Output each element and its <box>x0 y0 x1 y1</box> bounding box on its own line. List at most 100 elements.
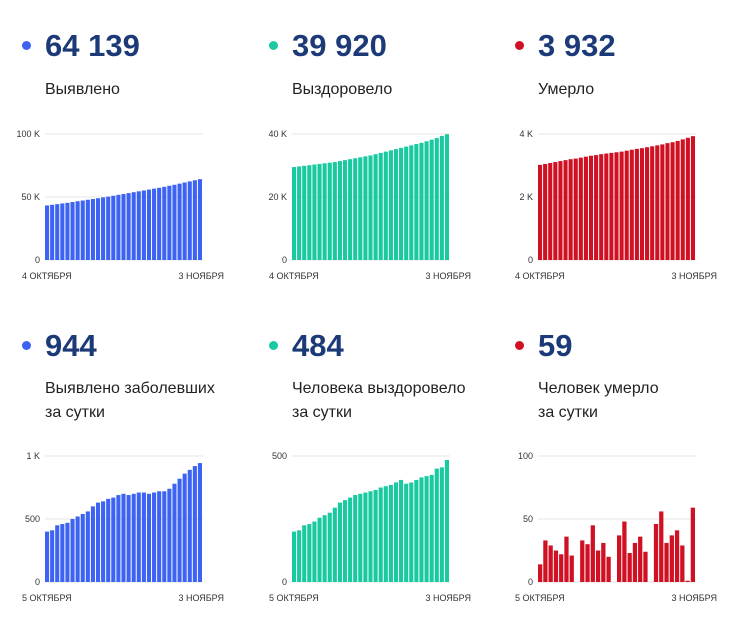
bar <box>177 183 182 260</box>
bar <box>55 204 60 260</box>
daily-value: 944 <box>45 328 97 363</box>
bar <box>358 493 363 582</box>
bar <box>85 511 90 582</box>
bullet-icon <box>22 341 31 350</box>
bar <box>95 502 101 582</box>
bar <box>141 190 146 260</box>
bar <box>182 473 187 582</box>
bar <box>136 191 141 260</box>
bar <box>563 160 568 260</box>
y-tick-label: 20 K <box>268 192 287 202</box>
bar <box>192 180 197 260</box>
bar <box>342 500 348 582</box>
bar <box>75 201 80 260</box>
bar <box>424 476 429 582</box>
y-tick-label: 100 K <box>16 129 40 139</box>
chart-recovered: 0 20 K 40 K 4 ОКТЯБРЯ 3 НОЯБРЯ <box>268 129 471 281</box>
bar <box>664 542 669 582</box>
x-start-label: 4 ОКТЯБРЯ <box>269 271 319 281</box>
x-start-label: 5 ОКТЯБРЯ <box>22 593 72 603</box>
bar <box>146 189 152 260</box>
label-line: Выявлено заболевших <box>45 380 215 397</box>
y-tick-label: 40 K <box>268 129 287 139</box>
bar <box>393 482 399 582</box>
bar <box>182 182 187 260</box>
bar <box>383 151 388 260</box>
bar <box>553 550 559 582</box>
bar <box>614 152 619 260</box>
bar <box>95 198 101 260</box>
bar <box>152 188 157 260</box>
x-end-label: 3 НОЯБРЯ <box>178 271 224 281</box>
bar <box>152 492 157 582</box>
bar <box>75 516 80 582</box>
bar <box>590 525 595 582</box>
bar <box>111 195 116 260</box>
bar <box>307 524 312 582</box>
bar <box>167 185 172 260</box>
bar <box>157 491 162 582</box>
bar <box>399 147 404 260</box>
bar <box>378 152 383 260</box>
bar <box>588 155 594 260</box>
bar <box>559 554 564 582</box>
bar <box>669 535 674 582</box>
bar <box>659 511 664 582</box>
bar <box>353 158 358 260</box>
bar <box>297 530 302 582</box>
daily-value: 59 <box>538 328 573 363</box>
bar <box>583 156 588 260</box>
bar <box>653 524 659 582</box>
bar <box>126 495 131 582</box>
y-tick-label: 0 <box>282 577 287 587</box>
bar <box>192 466 197 582</box>
x-end-label: 3 НОЯБРЯ <box>178 593 224 603</box>
bar <box>348 159 353 260</box>
bar <box>643 551 648 582</box>
bar <box>85 199 90 260</box>
bullet-icon <box>515 41 524 50</box>
bullet-icon <box>269 341 278 350</box>
bar <box>601 542 606 582</box>
bar <box>322 515 327 582</box>
bar <box>136 492 141 582</box>
bar <box>116 194 121 260</box>
bar <box>90 506 95 582</box>
chart-daily-deaths: 0 50 100 5 ОКТЯБРЯ 3 НОЯБРЯ <box>515 451 717 603</box>
bar <box>368 155 373 260</box>
bar <box>580 540 585 582</box>
bar <box>50 530 55 582</box>
total-value: 64 139 <box>45 28 140 63</box>
bar <box>292 167 297 260</box>
bar <box>585 544 590 582</box>
bar <box>80 200 85 260</box>
bar <box>660 144 665 260</box>
bar <box>388 150 393 260</box>
panel-daily-confirmed: 944 Выявлено заболевших за сутки 0 500 1 K… <box>0 315 240 615</box>
panel-deaths: 3 932 Умерло 0 2 K 4 K 4 ОКТЯБРЯ 3 НОЯБРЯ <box>493 0 729 300</box>
daily-label: Выявлено заболевших за сутки <box>45 377 215 425</box>
bar <box>444 134 449 260</box>
y-tick-label: 0 <box>282 255 287 265</box>
chart-daily-recovered: 0 500 5 ОКТЯБРЯ 3 НОЯБРЯ <box>269 451 471 603</box>
bar <box>690 136 695 260</box>
bar <box>639 148 645 260</box>
x-start-label: 4 ОКТЯБРЯ <box>22 271 72 281</box>
bar <box>414 144 419 260</box>
panel-daily-deaths: 59 Человек умерло за сутки 0 50 100 5 ОКТЯБ… <box>493 315 729 615</box>
bar <box>434 138 439 260</box>
bar <box>393 149 399 260</box>
bar <box>414 479 419 582</box>
bar <box>90 199 95 260</box>
bar <box>312 164 317 260</box>
bar <box>101 197 106 260</box>
bar <box>111 497 116 582</box>
bar <box>312 521 317 582</box>
bar <box>622 521 627 582</box>
bar <box>553 162 558 260</box>
bar <box>373 490 378 582</box>
bar <box>363 492 368 582</box>
bar <box>543 163 548 260</box>
bar <box>121 493 126 582</box>
bar <box>624 150 629 260</box>
